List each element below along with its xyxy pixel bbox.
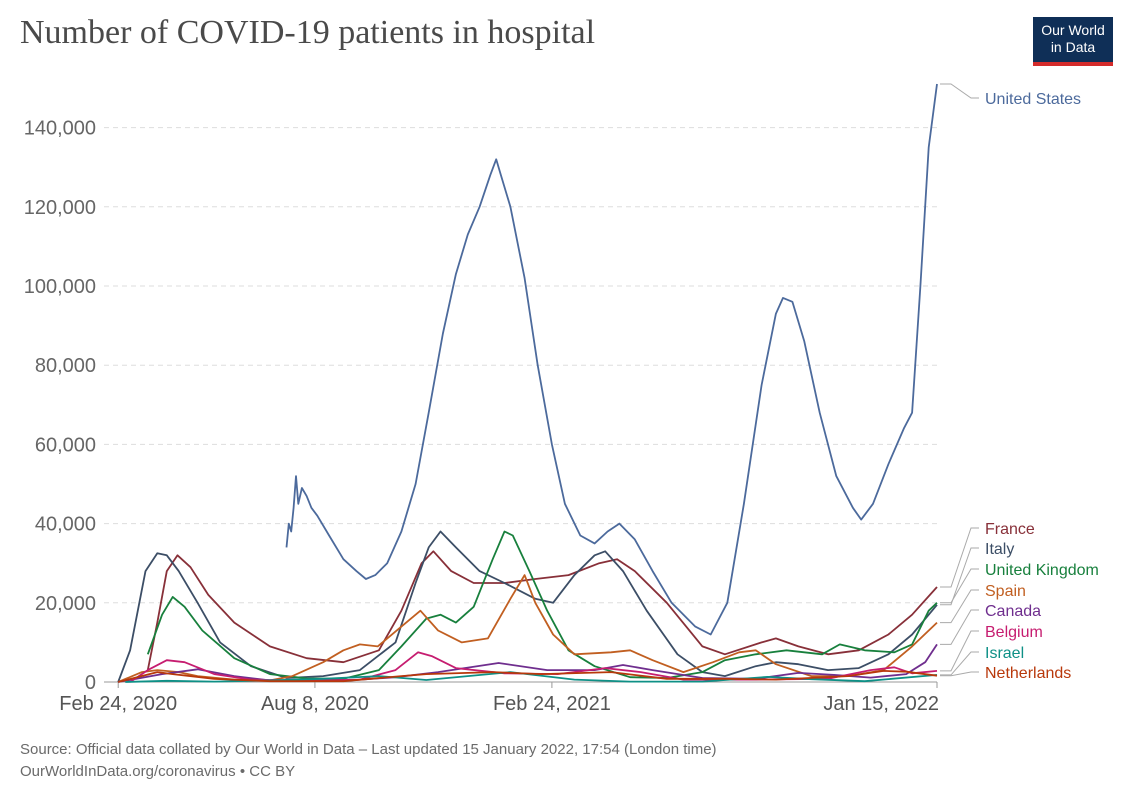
y-tick-label: 100,000	[24, 276, 96, 298]
source-note: Source: Official data collated by Our Wo…	[20, 741, 717, 758]
y-tick-label: 120,000	[24, 197, 96, 219]
series-labels: United States France Italy United Kingdom Sp…	[940, 83, 1099, 682]
x-tick-label: Feb 24, 2020	[59, 693, 177, 715]
series-line[interactable]	[117, 670, 938, 683]
series-line[interactable]	[285, 83, 938, 636]
y-tick-label: 140,000	[24, 118, 96, 140]
x-axis-ticks: Feb 24, 2020 Aug 8, 2020 Feb 24, 2021 Jan 1…	[59, 682, 939, 715]
label-connector	[940, 547, 979, 606]
y-tick-label: 80,000	[35, 355, 96, 377]
series-label[interactable]: Italy	[985, 541, 1014, 558]
series-label[interactable]: United Kingdom	[985, 562, 1099, 579]
series-label[interactable]: Israel	[985, 645, 1024, 662]
series-label[interactable]: France	[985, 521, 1035, 538]
logo-line-2: in Data	[1050, 39, 1096, 55]
y-tick-label: 20,000	[35, 593, 96, 615]
label-connector	[940, 630, 979, 672]
series-label[interactable]: Netherlands	[985, 665, 1071, 682]
label-connector	[940, 609, 979, 645]
series-lines	[117, 83, 938, 683]
series-label[interactable]: Canada	[985, 603, 1041, 620]
series-label[interactable]: Belgium	[985, 624, 1043, 641]
label-connector	[940, 651, 979, 676]
y-tick-label: 0	[85, 672, 96, 694]
series-label[interactable]: United States	[985, 91, 1081, 108]
chart-title: Number of COVID-19 patients in hospital	[20, 14, 596, 51]
series-line[interactable]	[117, 574, 938, 683]
series-line[interactable]	[146, 550, 938, 671]
source-url[interactable]: OurWorldInData.org/coronavirus • CC BY	[20, 763, 296, 780]
label-connector	[940, 568, 979, 604]
label-connector	[940, 589, 979, 624]
logo-line-1: Our World	[1041, 22, 1105, 38]
label-connector	[940, 671, 979, 677]
y-axis-ticks: 0 20,000 40,000 60,000 80,000 100,000 120,000 1…	[24, 118, 96, 694]
label-connector	[940, 527, 979, 588]
y-tick-label: 40,000	[35, 514, 96, 536]
y-tick-label: 60,000	[35, 434, 96, 456]
label-connector	[940, 83, 979, 99]
series-line[interactable]	[117, 530, 938, 683]
series-line[interactable]	[146, 530, 938, 680]
series-label[interactable]: Spain	[985, 583, 1026, 600]
x-tick-label: Aug 8, 2020	[261, 693, 369, 715]
gridlines	[104, 127, 937, 683]
x-tick-label: Feb 24, 2021	[493, 693, 611, 715]
owid-logo[interactable]: Our World in Data	[1033, 17, 1113, 66]
x-tick-label: Jan 15, 2022	[823, 693, 939, 715]
